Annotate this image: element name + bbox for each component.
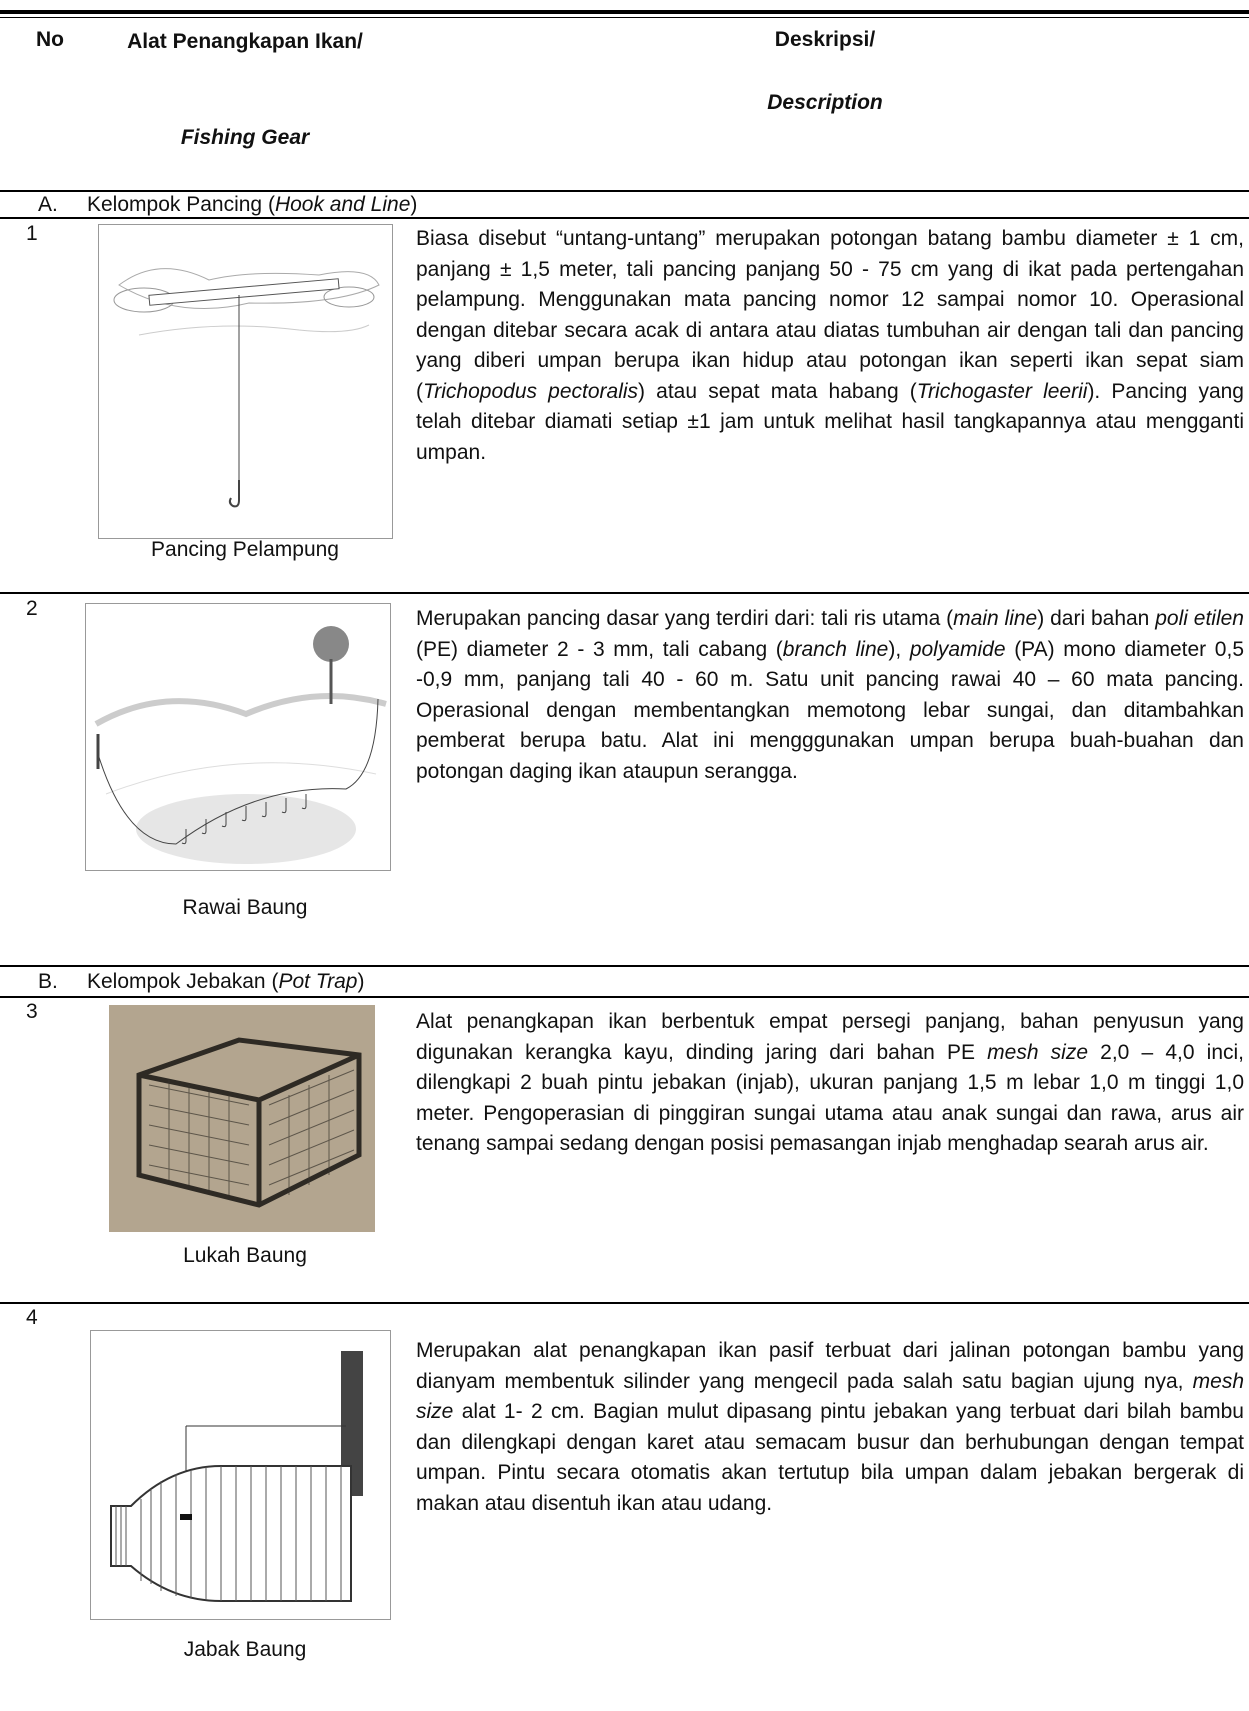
group-letter: A. — [38, 193, 58, 217]
text: Trichopodus pectoralis — [423, 380, 638, 403]
header-gear: Alat Penangkapan Ikan/ — [110, 28, 380, 55]
text: alat 1- 2 cm. Bagian mulut dipasang pint… — [416, 1400, 1244, 1515]
description: Merupakan alat penangkapan ikan pasif te… — [416, 1336, 1244, 1519]
text: Kelompok Pancing ( — [87, 193, 275, 216]
text: Merupakan alat penangkapan ikan pasif te… — [416, 1339, 1244, 1393]
rule — [0, 1302, 1249, 1304]
image — [90, 1330, 391, 1620]
rule — [0, 592, 1249, 594]
top-rule — [0, 10, 1249, 14]
description: Merupakan pancing dasar yang terdiri dar… — [416, 604, 1244, 787]
rule — [0, 190, 1249, 192]
illustration — [86, 604, 390, 870]
description: Biasa disebut “untang-untang” merupakan … — [416, 224, 1244, 468]
text: (PE) diameter 2 - 3 mm, tali cabang ( — [416, 638, 783, 661]
text: Hook and Line — [275, 193, 410, 216]
caption: Jabak Baung — [85, 1638, 405, 1662]
text: main line — [953, 607, 1037, 630]
row-no: 1 — [26, 222, 38, 246]
text: Biasa disebut “untang-untang” merupakan … — [416, 227, 1244, 403]
rule — [0, 217, 1249, 219]
text: ) — [410, 193, 417, 216]
caption: Rawai Baung — [85, 896, 405, 920]
text: Merupakan pancing dasar yang terdiri dar… — [416, 607, 953, 630]
row-no: 3 — [26, 1000, 38, 1024]
image — [85, 603, 391, 871]
caption: Lukah Baung — [85, 1244, 405, 1268]
illustration — [109, 1005, 375, 1232]
group-label: Kelompok Jebakan (Pot Trap) — [87, 970, 364, 994]
text: polyamide — [910, 638, 1006, 661]
text: Trichogaster leerii — [917, 380, 1088, 403]
illustration — [99, 225, 392, 538]
text: branch line — [783, 638, 889, 661]
text: mesh size — [987, 1041, 1088, 1064]
header-desc-en: Description — [625, 91, 1025, 115]
text: ), — [888, 638, 909, 661]
top-rule — [0, 17, 1249, 18]
description: Alat penangkapan ikan berbentuk empat pe… — [416, 1007, 1244, 1160]
rule — [0, 965, 1249, 967]
row-no: 2 — [26, 597, 38, 621]
text: ) dari bahan — [1037, 607, 1155, 630]
group-label: Kelompok Pancing (Hook and Line) — [87, 193, 417, 217]
header-gear-en: Fishing Gear — [110, 126, 380, 150]
text: Kelompok Jebakan ( — [87, 970, 278, 993]
header-desc: Deskripsi/ — [625, 28, 1025, 52]
photo — [109, 1005, 375, 1232]
illustration — [91, 1331, 390, 1619]
page: html, body { margin: 0; padding: 0; } bo… — [0, 0, 1249, 1711]
rule — [0, 996, 1249, 998]
text: Pot Trap — [278, 970, 357, 993]
image — [98, 224, 393, 539]
row-no: 4 — [26, 1306, 38, 1330]
text: ) — [357, 970, 364, 993]
group-letter: B. — [38, 970, 58, 994]
caption: Pancing Pelampung — [85, 538, 405, 562]
text: ) atau sepat mata habang ( — [638, 380, 917, 403]
document: {"header": {"no": "No", "gear": "Alat Pe… — [0, 0, 1249, 1711]
text: poli etilen — [1155, 607, 1244, 630]
header-no: No — [20, 28, 80, 52]
